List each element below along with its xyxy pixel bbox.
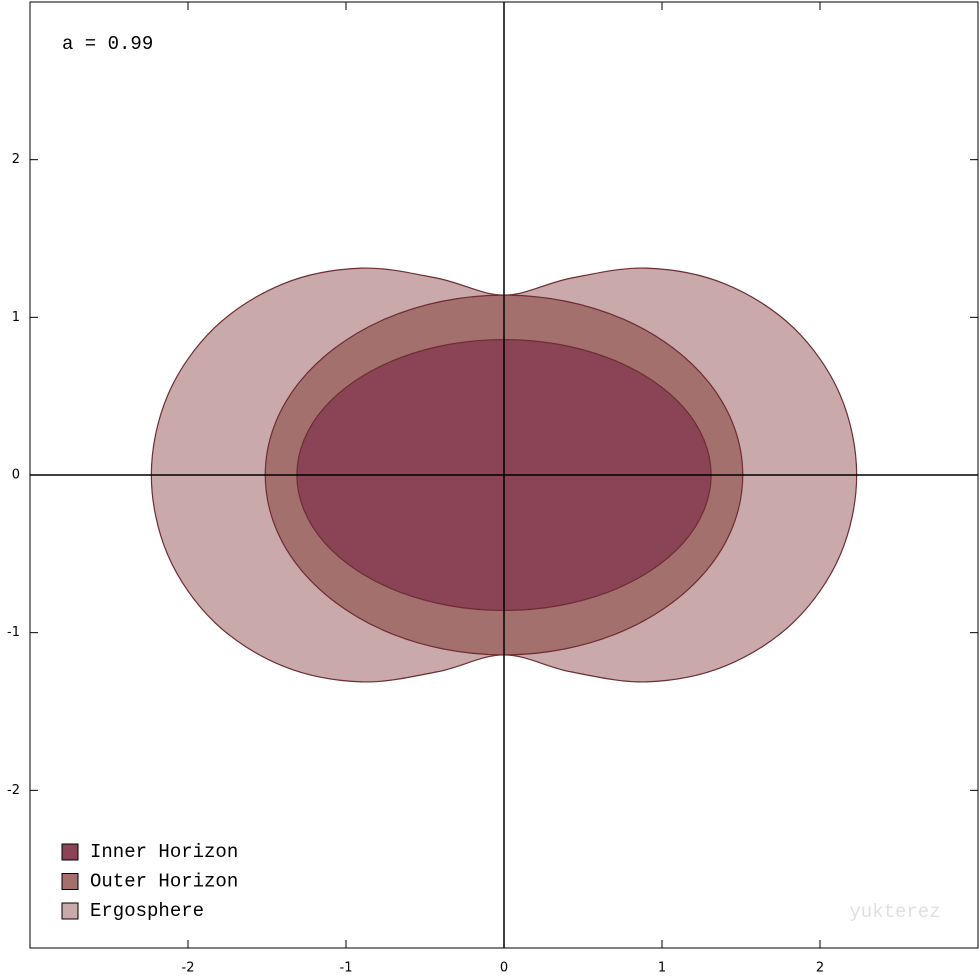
y-tick-label: -1 — [7, 625, 20, 640]
x-tick-label: -1 — [340, 961, 353, 976]
y-tick-label: 2 — [12, 152, 20, 167]
annotation: a = 0.99 — [62, 33, 153, 55]
x-tick-label: 0 — [500, 961, 508, 976]
legend-swatch — [61, 902, 79, 920]
legend-swatch — [61, 873, 79, 890]
legend-label: Ergosphere — [90, 900, 204, 922]
x-tick-label: 1 — [658, 961, 666, 976]
y-tick-label: 1 — [12, 310, 20, 325]
x-tick-label: -2 — [182, 961, 195, 976]
y-tick-label: 0 — [12, 468, 20, 483]
watermark: yukterez — [849, 901, 940, 923]
legend-label: Inner Horizon — [90, 841, 238, 863]
legend-label: Outer Horizon — [90, 871, 238, 893]
y-tick-label: -2 — [7, 783, 20, 798]
legend-swatch — [61, 843, 79, 861]
x-tick-label: 2 — [816, 961, 824, 976]
